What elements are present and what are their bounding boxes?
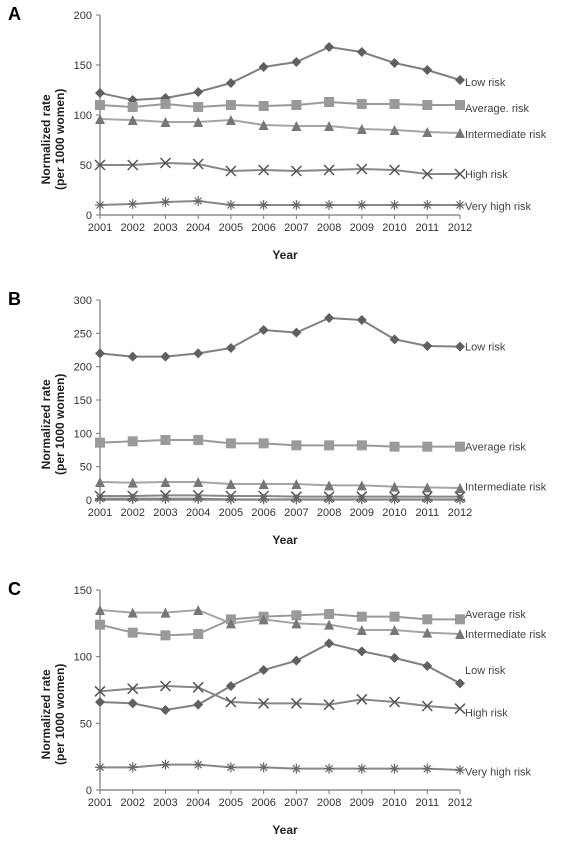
svg-text:2004: 2004 bbox=[186, 222, 210, 234]
svg-text:50: 50 bbox=[80, 160, 92, 172]
svg-text:2012: 2012 bbox=[448, 507, 472, 519]
svg-text:Low risk: Low risk bbox=[465, 665, 506, 677]
figure-root: A B C 0501001502002001200220032004200520… bbox=[0, 0, 570, 852]
svg-text:100: 100 bbox=[74, 428, 92, 440]
ylabel-B: Normalized rate (per 1000 women) bbox=[39, 374, 68, 475]
svg-text:Intermediate risk: Intermediate risk bbox=[465, 629, 547, 641]
svg-text:300: 300 bbox=[74, 295, 92, 307]
svg-text:2006: 2006 bbox=[251, 797, 275, 809]
svg-text:Low risk: Low risk bbox=[465, 342, 506, 354]
svg-text:2008: 2008 bbox=[317, 507, 341, 519]
svg-text:2003: 2003 bbox=[153, 222, 177, 234]
svg-text:Very high risk: Very high risk bbox=[465, 766, 532, 778]
svg-text:2008: 2008 bbox=[317, 797, 341, 809]
svg-text:2007: 2007 bbox=[284, 222, 308, 234]
svg-text:2009: 2009 bbox=[350, 507, 374, 519]
svg-text:200: 200 bbox=[74, 10, 92, 22]
svg-text:Low risk: Low risk bbox=[465, 77, 506, 89]
svg-text:2006: 2006 bbox=[251, 222, 275, 234]
svg-text:2010: 2010 bbox=[382, 507, 406, 519]
svg-text:Average risk: Average risk bbox=[465, 609, 526, 621]
chart-A: 0 50 100 150 200 2001 2002 2003 2004 2005 2006 2007… bbox=[15, 0, 555, 270]
svg-text:2003: 2003 bbox=[153, 797, 177, 809]
svg-text:0: 0 bbox=[86, 210, 92, 222]
svg-text:2006: 2006 bbox=[251, 507, 275, 519]
svg-text:100: 100 bbox=[74, 110, 92, 122]
svg-text:2012: 2012 bbox=[448, 797, 472, 809]
chart-B: 0 50 100 150 200 250 300 2001 2002 2003 2004 2005 20… bbox=[15, 285, 555, 555]
ylabel-A: Normalized rate (per 1000 women) bbox=[39, 89, 68, 190]
svg-text:2011: 2011 bbox=[415, 797, 439, 809]
svg-text:2008: 2008 bbox=[317, 222, 341, 234]
svg-text:2001: 2001 bbox=[88, 797, 112, 809]
xlabel-B: Year bbox=[15, 533, 555, 547]
svg-text:150: 150 bbox=[74, 60, 92, 72]
svg-text:150: 150 bbox=[74, 585, 92, 597]
svg-text:2005: 2005 bbox=[219, 797, 243, 809]
svg-text:0: 0 bbox=[86, 785, 92, 797]
svg-text:200: 200 bbox=[74, 362, 92, 374]
panel-A: 0 50 100 150 200 2001 2002 2003 2004 2005 2006 2007… bbox=[15, 0, 555, 270]
panel-C: 0 50 100 150 2001 2002 2003 2004 2005 2006 2007 200… bbox=[15, 575, 555, 845]
svg-text:2005: 2005 bbox=[219, 507, 243, 519]
svg-text:High risk: High risk bbox=[465, 708, 508, 720]
svg-text:2011: 2011 bbox=[415, 507, 439, 519]
svg-text:2007: 2007 bbox=[284, 507, 308, 519]
svg-text:2002: 2002 bbox=[120, 797, 144, 809]
svg-text:150: 150 bbox=[74, 395, 92, 407]
xlabel-A: Year bbox=[15, 248, 555, 262]
svg-text:2009: 2009 bbox=[350, 797, 374, 809]
svg-text:2011: 2011 bbox=[415, 222, 439, 234]
svg-text:Intermediate risk: Intermediate risk bbox=[465, 129, 547, 141]
svg-text:2007: 2007 bbox=[284, 797, 308, 809]
svg-text:2004: 2004 bbox=[186, 797, 210, 809]
svg-text:2002: 2002 bbox=[120, 507, 144, 519]
svg-text:2010: 2010 bbox=[382, 797, 406, 809]
svg-text:2001: 2001 bbox=[88, 507, 112, 519]
svg-text:250: 250 bbox=[74, 328, 92, 340]
svg-text:2003: 2003 bbox=[153, 507, 177, 519]
svg-text:2005: 2005 bbox=[219, 222, 243, 234]
svg-text:50: 50 bbox=[80, 462, 92, 474]
svg-text:High risk: High risk bbox=[465, 169, 508, 181]
svg-text:Average risk: Average risk bbox=[465, 442, 526, 454]
svg-text:Average. risk: Average. risk bbox=[465, 103, 529, 115]
svg-text:2002: 2002 bbox=[120, 222, 144, 234]
svg-text:Very high risk: Very high risk bbox=[465, 201, 532, 213]
chart-C: 0 50 100 150 2001 2002 2003 2004 2005 2006 2007 200… bbox=[15, 575, 555, 845]
svg-text:2004: 2004 bbox=[186, 507, 210, 519]
ylabel-C: Normalized rate (per 1000 women) bbox=[39, 664, 68, 765]
xlabel-C: Year bbox=[15, 823, 555, 837]
svg-text:2009: 2009 bbox=[350, 222, 374, 234]
svg-text:2010: 2010 bbox=[382, 222, 406, 234]
svg-text:100: 100 bbox=[74, 652, 92, 664]
panel-B: 0 50 100 150 200 250 300 2001 2002 2003 2004 2005 20… bbox=[15, 285, 555, 555]
svg-text:Intermediate risk: Intermediate risk bbox=[465, 482, 547, 494]
svg-text:0: 0 bbox=[86, 495, 92, 507]
svg-text:50: 50 bbox=[80, 718, 92, 730]
svg-text:2001: 2001 bbox=[88, 222, 112, 234]
svg-text:2012: 2012 bbox=[448, 222, 472, 234]
